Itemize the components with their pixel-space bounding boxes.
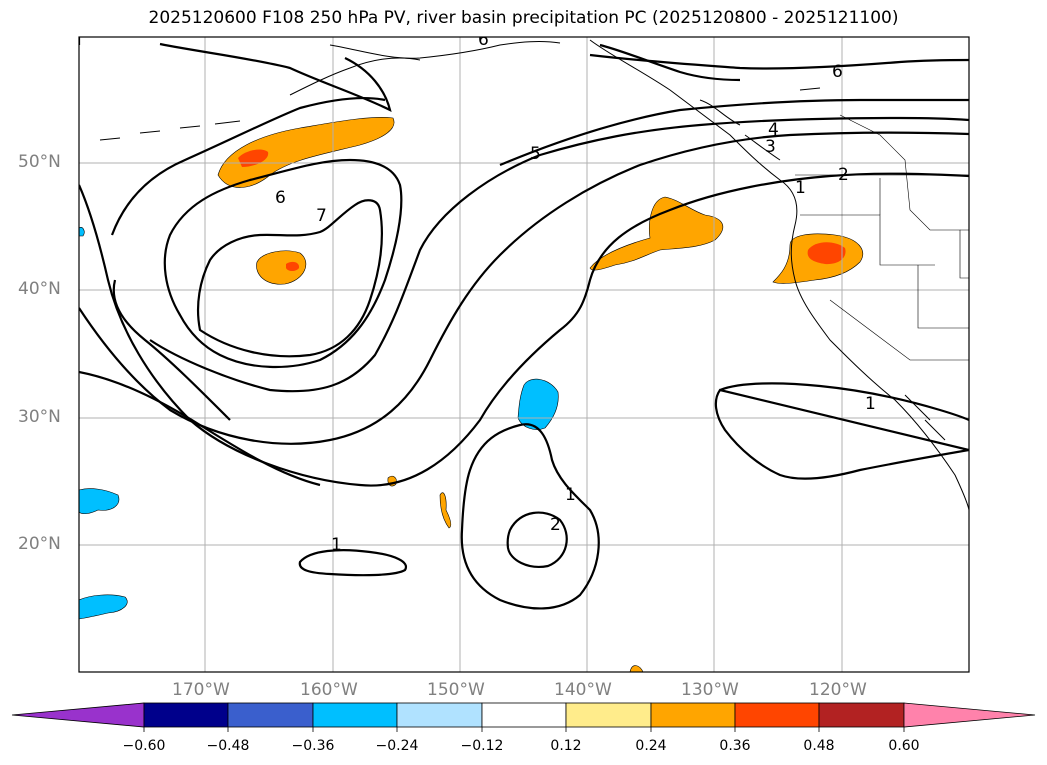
colorbar-segment — [396, 702, 483, 728]
lat-label: 50°N — [18, 152, 61, 172]
lon-label: 140°W — [554, 680, 612, 700]
negative-anomaly-region — [79, 488, 120, 515]
map-frame — [78, 36, 970, 673]
colorbar-tick-label: −0.24 — [375, 738, 419, 754]
colorbar-segment — [565, 702, 652, 728]
colorbar-tick-label: 0.24 — [635, 738, 667, 754]
positive-anomaly-region — [256, 250, 307, 285]
contour-label: 6 — [832, 62, 843, 82]
colorbar-segment — [227, 702, 314, 728]
colorbar-tick-label: 0.48 — [803, 738, 835, 754]
colorbar-segment — [143, 702, 229, 728]
colorbar-tick-label: −0.12 — [460, 738, 504, 754]
contour-label: 1 — [795, 178, 806, 198]
colorbar-tick-label: 0.60 — [888, 738, 920, 754]
colorbar — [11, 702, 1036, 732]
contour-label: 6 — [478, 30, 489, 50]
lon-label: 150°W — [427, 680, 485, 700]
colorbar-tick-label: −0.48 — [206, 738, 250, 754]
coastlines — [99, 39, 969, 511]
contour-label: 1 — [331, 535, 342, 555]
colorbar-tick-label: −0.36 — [291, 738, 335, 754]
negative-anomaly-region — [79, 594, 128, 620]
positive-anomaly-region — [439, 492, 452, 529]
contour-label: 1 — [565, 485, 576, 505]
contour-label: 1 — [865, 394, 876, 414]
strong-positive-anomaly — [807, 242, 846, 265]
contour-label: 5 — [530, 144, 541, 164]
colorbar-tick-label: −0.60 — [122, 738, 166, 754]
contour-label: 6 — [275, 188, 286, 208]
lon-label: 130°W — [681, 680, 739, 700]
lat-label: 40°N — [18, 279, 61, 299]
contour-labels: 6 5 4 3 2 6 6 7 1 1 1 2 1 — [275, 30, 876, 555]
colorbar-tick-label: 0.36 — [719, 738, 751, 754]
colorbar-extend-high — [903, 702, 1036, 728]
positive-anomaly-region — [629, 665, 644, 672]
graticule — [79, 37, 969, 672]
lon-label: 160°W — [300, 680, 358, 700]
lat-label: 20°N — [18, 534, 61, 554]
contour-label: 2 — [550, 515, 561, 535]
lon-label: 120°W — [809, 680, 867, 700]
precip-shading — [79, 117, 864, 672]
map-title: 2025120600 F108 250 hPa PV, river basin … — [148, 8, 899, 28]
lon-label: 170°W — [172, 680, 230, 700]
contour-label: 3 — [765, 137, 776, 157]
negative-anomaly-region — [517, 378, 559, 430]
contour-label: 7 — [316, 206, 327, 226]
positive-anomaly-region — [589, 196, 724, 271]
colorbar-segment — [481, 702, 567, 728]
lat-label: 30°N — [18, 407, 61, 427]
pv-contours — [79, 37, 969, 610]
strong-positive-anomaly — [286, 261, 300, 271]
negative-anomaly-region — [79, 227, 85, 237]
map-area: 6 5 4 3 2 6 6 7 1 1 1 2 1 — [79, 30, 969, 672]
colorbar-segment — [650, 702, 736, 728]
colorbar-segment — [312, 702, 398, 728]
contour-label: 4 — [768, 120, 779, 140]
colorbar-segment — [818, 702, 905, 728]
colorbar-tick-label: 0.12 — [550, 738, 582, 754]
positive-anomaly-region — [217, 117, 395, 188]
contour-label: 2 — [838, 165, 849, 185]
colorbar-extend-low — [11, 702, 145, 728]
political-borders — [795, 114, 969, 361]
colorbar-segment — [734, 702, 820, 728]
